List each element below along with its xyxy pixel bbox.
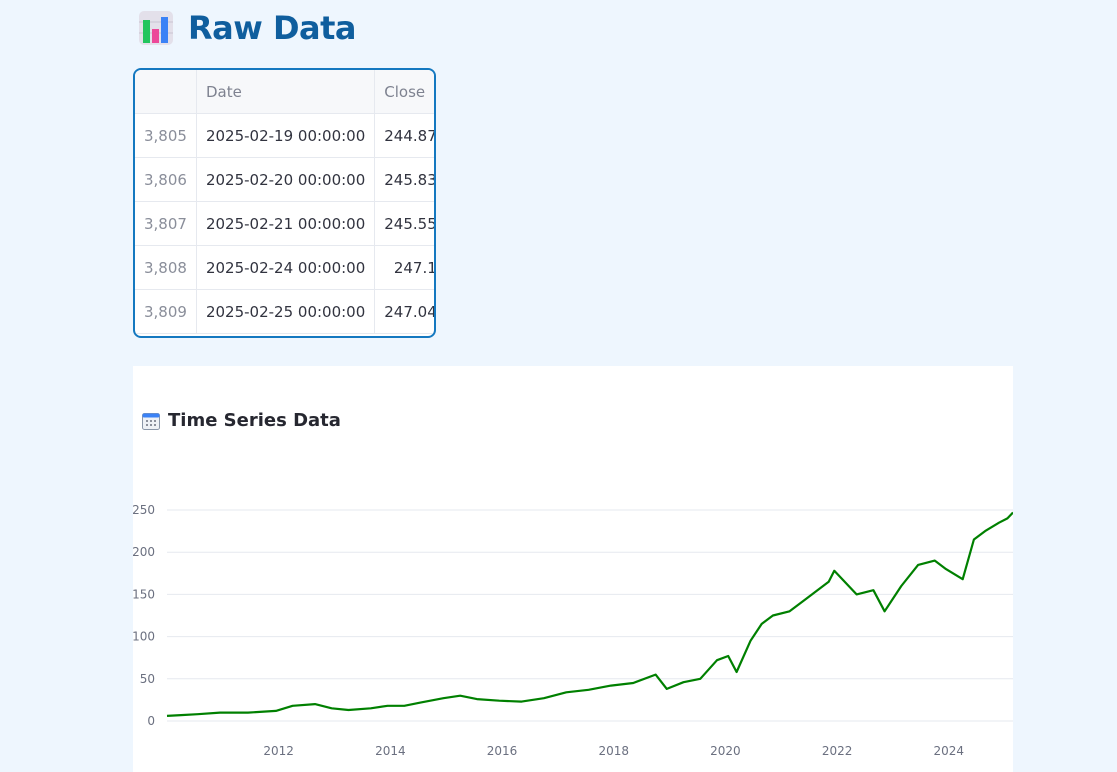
x-tick-label: 2024 <box>934 744 965 758</box>
close-cell[interactable]: 247.1 <box>374 245 434 290</box>
chart-card: Time Series Data 0 50 100 150 200 250 2012 2014… <box>133 366 1013 772</box>
x-tick-label: 2014 <box>375 744 406 758</box>
column-header-close[interactable]: Close <box>374 70 434 114</box>
y-tick-label: 50 <box>140 672 155 686</box>
column-header-index[interactable] <box>135 70 197 114</box>
calendar-icon <box>142 412 160 430</box>
date-cell[interactable]: 2025-02-25 00:00:00 <box>196 289 376 334</box>
y-tick-label: 150 <box>133 587 155 601</box>
x-tick-label: 2016 <box>487 744 518 758</box>
row-index: 3,809 <box>135 289 197 334</box>
chart-title-row: Time Series Data <box>142 410 341 431</box>
y-tick-label: 200 <box>133 545 155 559</box>
date-cell[interactable]: 2025-02-19 00:00:00 <box>196 113 376 158</box>
date-cell[interactable]: 2025-02-20 00:00:00 <box>196 157 376 202</box>
page-title: Raw Data <box>188 9 356 47</box>
series-line[interactable] <box>166 511 1013 717</box>
close-cell[interactable]: 245.83 <box>374 157 434 202</box>
table-row[interactable]: 3,806 2025-02-20 00:00:00 245.83 <box>135 157 434 202</box>
page-header: Raw Data <box>138 6 356 50</box>
column-header-date[interactable]: Date <box>196 70 376 114</box>
table-row[interactable]: 3,805 2025-02-19 00:00:00 244.87 <box>135 113 434 158</box>
table-row[interactable]: 3,808 2025-02-24 00:00:00 247.1 <box>135 245 434 290</box>
date-cell[interactable]: 2025-02-21 00:00:00 <box>196 201 376 246</box>
raw-data-table[interactable]: Date Close 3,805 2025-02-19 00:00:00 244… <box>133 68 436 338</box>
x-tick-label: 2020 <box>710 744 741 758</box>
y-tick-label: 250 <box>133 503 155 517</box>
row-index: 3,806 <box>135 157 197 202</box>
x-tick-label: 2018 <box>598 744 629 758</box>
row-index: 3,805 <box>135 113 197 158</box>
close-cell[interactable]: 245.55 <box>374 201 434 246</box>
chart-title: Time Series Data <box>168 410 341 431</box>
y-tick-label: 0 <box>147 714 155 728</box>
time-series-chart[interactable]: 0 50 100 150 200 250 2012 2014 2016 2018 2020 2022 2… <box>133 366 1013 772</box>
y-tick-label: 100 <box>133 630 155 644</box>
table-row[interactable]: 3,809 2025-02-25 00:00:00 247.04 <box>135 289 434 334</box>
row-index: 3,808 <box>135 245 197 290</box>
row-index: 3,807 <box>135 201 197 246</box>
close-cell[interactable]: 244.87 <box>374 113 434 158</box>
table-row[interactable]: 3,807 2025-02-21 00:00:00 245.55 <box>135 201 434 246</box>
date-cell[interactable]: 2025-02-24 00:00:00 <box>196 245 376 290</box>
table-header-row: Date Close <box>135 70 434 114</box>
x-tick-label: 2022 <box>822 744 853 758</box>
bar-chart-icon <box>139 11 173 45</box>
close-cell[interactable]: 247.04 <box>374 289 434 334</box>
x-tick-label: 2012 <box>263 744 294 758</box>
